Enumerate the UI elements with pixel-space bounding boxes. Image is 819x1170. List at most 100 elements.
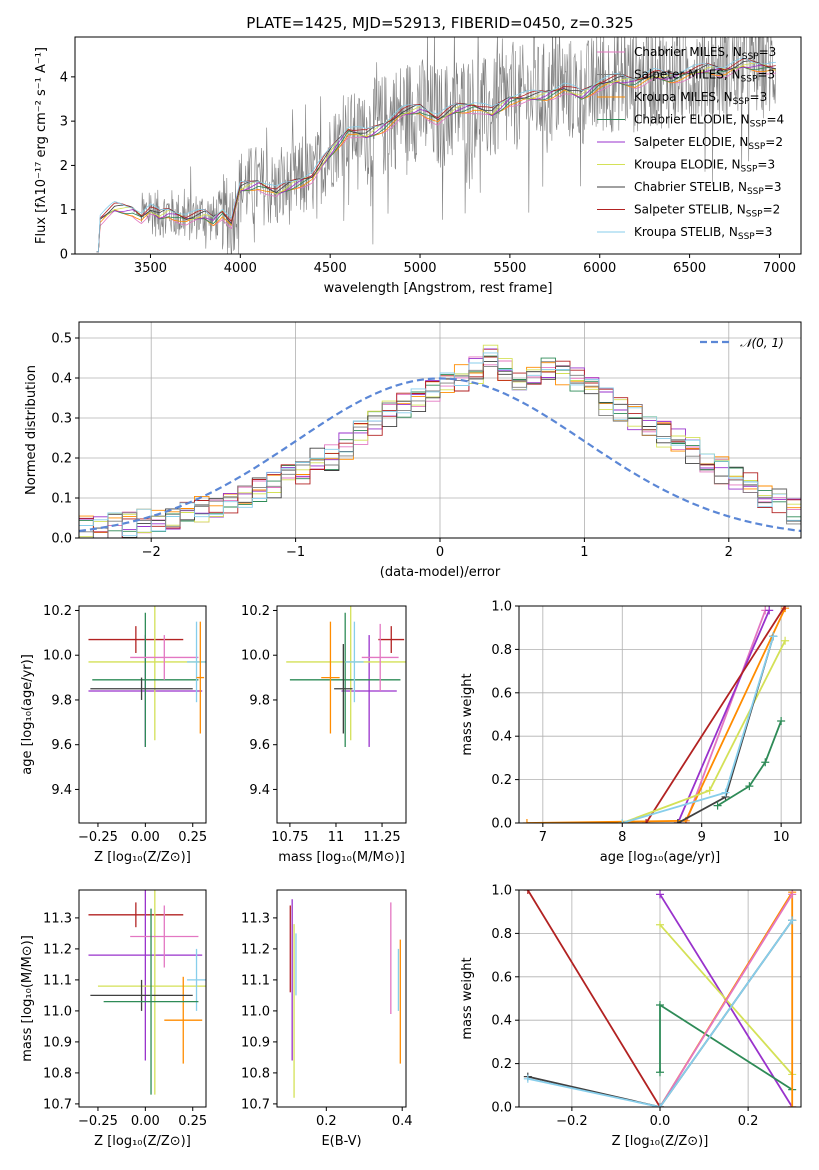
- y-tick-label: 11.3: [241, 911, 270, 926]
- error-bar-point: [90, 677, 193, 700]
- series-point-marker: [765, 606, 774, 615]
- series-point-marker: [761, 758, 770, 767]
- series-point-marker: [523, 890, 532, 894]
- x-tick-label: 2: [725, 545, 733, 560]
- panel-mass-vs-EBV: 0.2 0.4 10.7 10.8 10.9 11.0 11.1 11.2 11.3 E(B-V): [241, 889, 413, 1149]
- x-tick-label: 4000: [224, 261, 257, 276]
- y-tick-label: 0.1: [51, 492, 72, 507]
- x-tick-label: 0.25: [178, 830, 207, 845]
- x-tick-label: 6500: [673, 261, 706, 276]
- x-axis-label: (data-model)/error: [380, 565, 501, 580]
- panel-residuals: −2 −1 0 1 2 0.0 0.1 0.2 0.3 0.4 0.5 (data-model)/er…: [24, 321, 802, 580]
- error-bar-point: [90, 979, 193, 1011]
- x-tick-label: 0.4: [392, 1114, 413, 1129]
- series-point-marker: [642, 819, 651, 823]
- mass-weight-series-line: [659, 893, 793, 1107]
- histogram-step-line: [79, 361, 801, 538]
- axes-frame: [518, 889, 802, 1108]
- axes-frame: [276, 889, 407, 1108]
- series-point-marker: [656, 1068, 664, 1077]
- mass-weight-series-line: [677, 609, 771, 823]
- series-point-marker: [656, 1001, 664, 1010]
- y-tick-label: 0.2: [491, 773, 512, 788]
- y-axis-label: mass [log₁₀(M/M⊙)]: [20, 935, 35, 1062]
- plot-area: [96, 37, 776, 254]
- legend-entry: Kroupa ELODIE, NSSP=3: [634, 158, 775, 175]
- series-point-marker: [777, 717, 786, 726]
- y-tick-label: 10.9: [241, 1035, 270, 1050]
- error-bar-point: [341, 635, 397, 747]
- legend-entry: Salpeter ELODIE, NSSP=2: [634, 135, 783, 152]
- y-tick-label: 10.9: [43, 1035, 72, 1050]
- axes-frame: [276, 605, 407, 824]
- y-tick-label: 9.6: [249, 738, 270, 753]
- x-axis-label: mass [log₁₀(M/M⊙)]: [278, 850, 405, 865]
- x-tick-label: 8: [618, 830, 626, 845]
- histogram-step-line: [79, 352, 801, 537]
- plot-area: [88, 606, 206, 747]
- x-tick-label: 0.2: [738, 1114, 759, 1129]
- y-tick-label: 1.0: [491, 600, 512, 615]
- y-tick-label: 0.4: [491, 730, 512, 745]
- y-axis-label: Normed distribution: [24, 365, 39, 495]
- series-point-marker: [769, 632, 778, 641]
- error-bar-point: [92, 612, 199, 747]
- x-tick-label: 0: [436, 545, 444, 560]
- series-point-marker: [781, 606, 790, 610]
- y-axis-label: mass weight: [460, 957, 475, 1039]
- legend-entry: Salpeter MILES, NSSP=3: [634, 68, 775, 85]
- error-bar-point: [187, 948, 206, 1011]
- x-tick-label: −0.25: [78, 1114, 118, 1129]
- series-point-marker: [656, 1103, 664, 1107]
- axes-frame: [78, 605, 207, 824]
- y-tick-label: 0.4: [491, 1014, 512, 1029]
- y-tick-label: 10.0: [241, 649, 270, 664]
- mass-weight-series-line: [717, 720, 782, 807]
- x-tick-label: 4500: [314, 261, 347, 276]
- x-tick-label: 11: [328, 830, 345, 845]
- error-bar-point: [88, 890, 203, 1061]
- plot-area: [523, 890, 797, 1107]
- legend-entry: Chabrier MILES, NSSP=3: [634, 45, 776, 62]
- y-tick-label: 11.0: [43, 1004, 72, 1019]
- error-bar-point: [196, 621, 205, 734]
- y-axis-label: mass weight: [460, 673, 475, 755]
- y-tick-label: 9.6: [51, 738, 72, 753]
- y-tick-label: 0.8: [491, 643, 512, 658]
- y-axis-label: Flux [fλ10⁻¹⁷ erg cm⁻² s⁻¹ A⁻¹]: [34, 47, 49, 244]
- series-point-marker: [673, 819, 682, 823]
- mass-weight-series-line: [527, 890, 661, 1107]
- axes-frame: [518, 605, 802, 824]
- error-bar-point: [321, 621, 340, 734]
- error-bar-point: [88, 626, 184, 653]
- x-tick-label: 0.25: [178, 1114, 207, 1129]
- series-point-marker: [788, 1103, 797, 1107]
- x-tick-label: 5000: [403, 261, 436, 276]
- y-tick-label: 0.5: [51, 332, 72, 347]
- figure-title: PLATE=1425, MJD=52913, FIBERID=0450, z=0…: [246, 14, 633, 32]
- series-point-marker: [781, 636, 790, 645]
- plot-area: [79, 344, 801, 538]
- y-tick-label: 10.7: [43, 1097, 72, 1112]
- y-tick-label: 4: [60, 70, 68, 85]
- y-tick-label: 0.6: [491, 970, 512, 985]
- y-tick-label: 1: [60, 203, 68, 218]
- y-tick-label: 9.8: [249, 693, 270, 708]
- y-tick-label: 11.1: [241, 973, 270, 988]
- legend-entry: Chabrier ELODIE, NSSP=4: [634, 113, 784, 130]
- plot-area: [522, 606, 790, 823]
- legend-entry: 𝒩(0, 1): [740, 336, 784, 350]
- x-axis-label: Z [log₁₀(Z/Z⊙)]: [94, 1134, 191, 1149]
- x-tick-label: 10.75: [271, 830, 308, 845]
- x-tick-label: −0.2: [556, 1114, 588, 1129]
- plot-area: [289, 899, 401, 1098]
- y-tick-label: 0: [60, 248, 68, 263]
- y-tick-label: 10.0: [43, 649, 72, 664]
- x-tick-label: −0.25: [78, 830, 118, 845]
- x-tick-label: 5500: [493, 261, 526, 276]
- x-axis-label: Z [log₁₀(Z/Z⊙)]: [94, 850, 191, 865]
- panel-spectrum: 3500 4000 4500 5000 5500 6000 6500 7000 0 1 2 3 4 wav…: [34, 36, 802, 296]
- error-bar-point: [334, 644, 353, 734]
- model-spectrum-line: [96, 57, 776, 253]
- x-tick-label: −2: [142, 545, 161, 560]
